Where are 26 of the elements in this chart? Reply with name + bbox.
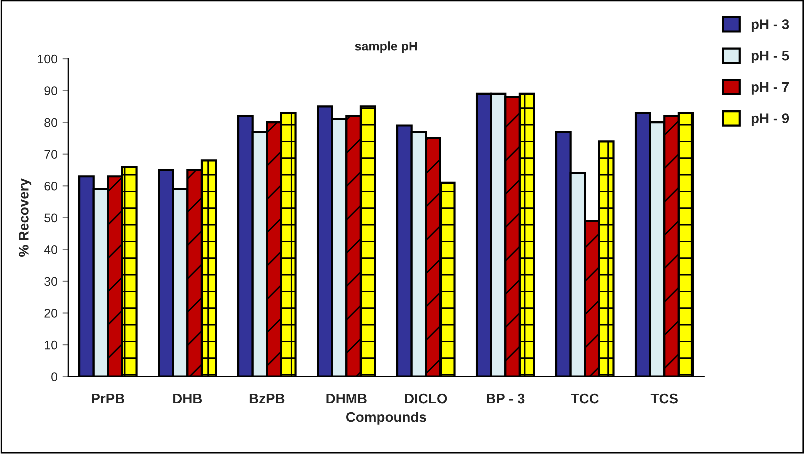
x-tick-label: DHMB (326, 394, 367, 404)
y-tick-label: 60 (44, 182, 58, 191)
legend-label: pH - 5 (752, 51, 790, 64)
x-tick-label: BzPB (250, 394, 285, 404)
y-tick-label: 20 (44, 309, 58, 318)
x-tick-label: DHB (174, 394, 202, 404)
x-tick-label: DICLO (405, 394, 448, 404)
legend-label: pH - 3 (752, 20, 790, 32)
x-tick-label: PrPB (92, 394, 125, 404)
y-tick-label: 90 (44, 86, 58, 96)
y-tick-label: 50 (44, 214, 58, 223)
x-axis-title: Compounds (346, 412, 426, 425)
y-tick-label: 40 (44, 246, 58, 254)
y-axis-title: % Recovery (19, 178, 32, 257)
legend-label: pH - 7 (752, 82, 789, 95)
x-tick-label: TCS (650, 394, 678, 404)
y-tick-label: 100 (38, 54, 58, 64)
x-tick-label: TCC (571, 394, 600, 404)
legend-label: pH - 9 (752, 114, 790, 126)
y-tick-label: 30 (44, 277, 58, 286)
y-tick-label: 10 (45, 340, 58, 350)
x-tick-label: BP - 3 (487, 394, 525, 404)
chart-title: sample pH (355, 42, 418, 54)
y-tick-label: 70 (44, 150, 58, 160)
y-tick-label: 80 (44, 118, 58, 128)
y-tick-label: 0 (52, 372, 58, 382)
